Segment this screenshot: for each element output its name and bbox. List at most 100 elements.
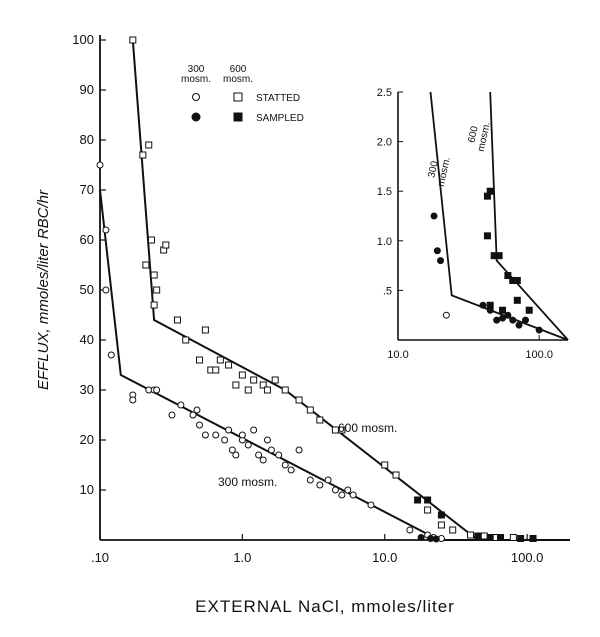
y-tick-label: 80: [80, 132, 94, 147]
point-statted-600: [150, 301, 158, 309]
point-statted-300: [259, 456, 267, 464]
point-statted-600: [201, 326, 209, 334]
point-statted-600: [449, 526, 457, 534]
point-statted-600: [139, 151, 147, 159]
legend-units-300: mosm.: [181, 74, 211, 85]
point-statted-600: [150, 271, 158, 279]
point-statted-600: [424, 506, 432, 514]
point-statted-300: [344, 486, 352, 494]
point-statted-300: [193, 406, 201, 414]
point-statted-300: [153, 386, 161, 394]
inset-point-sampled-300: [515, 321, 523, 329]
point-statted-600: [466, 531, 474, 539]
series-label-300: 300 mosm.: [218, 475, 277, 489]
inset-point-sampled-600: [504, 272, 512, 280]
point-statted-600: [216, 356, 224, 364]
point-sampled-300: [427, 535, 435, 542]
y-tick-label: 30: [80, 382, 94, 397]
point-statted-600: [480, 532, 488, 540]
inset-point-sampled-600: [499, 306, 507, 314]
inset-series-label-600-line: 600: [466, 125, 480, 144]
inset-y-tick-label: 1.5: [377, 186, 392, 198]
point-statted-600: [142, 261, 150, 269]
y-tick-label: 100: [72, 32, 94, 47]
point-sampled-600: [486, 534, 494, 541]
point-statted-600: [295, 396, 303, 404]
inset-point-sampled-300: [437, 257, 444, 265]
legend-label-sampled: SAMPLED: [256, 113, 304, 124]
point-statted-300: [406, 526, 414, 534]
y-tick-label: 50: [80, 282, 94, 297]
point-statted-300: [281, 461, 289, 469]
inset-x-tick-label: 100.0: [525, 349, 553, 361]
inset-point-sampled-300: [430, 212, 438, 220]
point-statted-300: [275, 451, 283, 459]
point-statted-300: [168, 411, 176, 419]
y-tick-label: 90: [80, 82, 94, 97]
inset-point-sampled-300: [504, 311, 512, 319]
legend-marker-sampled-300: [191, 112, 201, 122]
point-statted-300: [102, 286, 110, 294]
point-statted-300: [221, 436, 229, 444]
point-statted-600: [259, 381, 267, 389]
inset-point-sampled-300: [535, 326, 543, 334]
point-statted-600: [263, 386, 271, 394]
inset-point-sampled-300: [522, 316, 529, 324]
point-statted-600: [244, 386, 252, 394]
point-sampled-300: [417, 534, 425, 541]
inset-y-tick-label: 2.0: [377, 137, 392, 149]
point-statted-300: [349, 491, 357, 499]
inset-point-sampled-300: [479, 301, 487, 309]
point-statted-300: [232, 451, 240, 459]
inset-fit-line-300: [429, 91, 569, 341]
inset-point-sampled-600: [495, 252, 503, 260]
x-axis-label: EXTERNAL NaCl, mmoles/liter: [195, 597, 455, 616]
point-statted-600: [148, 236, 156, 244]
x-tick-label: 1.0: [233, 550, 251, 565]
y-tick-label: 60: [80, 232, 94, 247]
point-sampled-600: [497, 534, 505, 541]
main-series: 300 mosm. 600 mosm.: [96, 36, 570, 543]
inset-point-sampled-600: [513, 276, 521, 284]
point-statted-300: [306, 476, 314, 484]
point-statted-300: [96, 161, 104, 169]
point-statted-600: [196, 356, 204, 364]
point-statted-600: [316, 416, 324, 424]
legend-header-300: 300: [188, 64, 205, 75]
point-statted-300: [338, 491, 346, 499]
inset-point-sampled-300: [493, 316, 501, 324]
point-statted-300: [212, 431, 220, 439]
point-statted-600: [271, 376, 279, 384]
point-statted-300: [324, 476, 332, 484]
point-statted-600: [129, 36, 137, 44]
legend-marker-statted-600: [233, 92, 243, 102]
legend-marker-statted-300: [192, 93, 200, 101]
point-statted-600: [509, 534, 517, 541]
point-statted-300: [295, 446, 303, 454]
y-tick-label: 40: [80, 332, 94, 347]
point-statted-300: [225, 426, 233, 434]
point-statted-300: [250, 426, 258, 434]
x-tick-label: .10: [91, 550, 109, 565]
point-statted-600: [212, 366, 220, 374]
inset-point-sampled-600: [486, 187, 494, 195]
point-statted-600: [392, 471, 400, 479]
main-axes: 10 20 30 40 50 60 70 80 90 100 .10 1.0 10.0 100.0: [72, 32, 570, 565]
point-statted-300: [238, 431, 246, 439]
inset-y-tick-label: .5: [383, 285, 392, 297]
point-sampled-600: [529, 535, 537, 542]
inset-y-tick-label: 2.5: [377, 87, 392, 99]
point-statted-300: [287, 466, 295, 474]
inset-point-sampled-600: [483, 232, 491, 240]
y-tick-label: 70: [80, 182, 94, 197]
point-statted-600: [225, 361, 233, 369]
inset-point-sampled-600: [513, 296, 521, 304]
point-statted-600: [331, 426, 339, 434]
inset-point-sampled-300: [433, 247, 441, 255]
point-statted-300: [316, 481, 324, 489]
point-sampled-300: [432, 535, 440, 543]
point-statted-600: [437, 521, 445, 529]
